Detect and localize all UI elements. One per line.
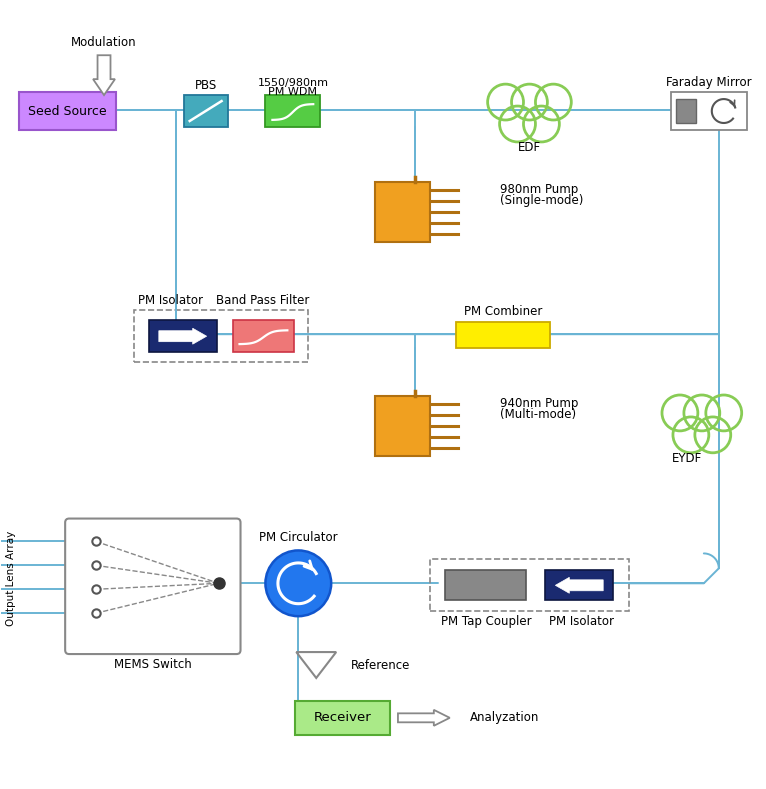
Bar [296,701,390,735]
Bar [19,92,116,130]
Text: EDF: EDF [518,141,541,155]
FancyArrow shape [555,578,603,593]
Text: PBS: PBS [195,79,217,92]
Text: PM Isolator: PM Isolator [139,294,203,307]
Bar [375,396,430,456]
Bar [134,310,308,362]
Text: Output Lens Array: Output Lens Array [6,531,16,626]
Text: Analyzation: Analyzation [470,712,539,724]
Text: Faraday Mirror: Faraday Mirror [666,76,751,88]
FancyArrow shape [159,328,207,344]
Text: 980nm Pump: 980nm Pump [499,183,578,196]
Text: Band Pass Filter: Band Pass Filter [216,294,309,307]
Text: 1550/980nm: 1550/980nm [257,78,329,88]
Text: (Multi-mode): (Multi-mode) [499,409,576,421]
Text: PM WDM: PM WDM [268,87,317,97]
FancyBboxPatch shape [65,518,241,654]
Bar [375,181,430,241]
Bar [445,570,526,600]
Text: 940nm Pump: 940nm Pump [499,398,578,410]
Text: Receiver: Receiver [314,712,372,724]
Text: MEMS Switch: MEMS Switch [114,657,192,671]
Circle shape [266,551,331,616]
Bar [233,320,294,352]
Text: PM Isolator: PM Isolator [548,615,614,628]
FancyArrow shape [93,55,115,95]
Bar [266,95,320,127]
Bar [184,95,228,127]
Text: EYDF: EYDF [672,452,702,466]
FancyArrow shape [398,710,450,726]
Text: PM Circulator: PM Circulator [259,531,338,544]
Bar [456,322,551,348]
Bar [671,92,747,130]
Bar [676,99,696,123]
Text: PM Combiner: PM Combiner [464,305,542,318]
Text: PM Tap Coupler: PM Tap Coupler [441,615,532,628]
Bar [430,559,629,611]
Text: Seed Source: Seed Source [28,104,107,118]
Bar [149,320,217,352]
Text: (Single-mode): (Single-mode) [499,194,583,208]
Bar [545,570,613,600]
Text: Modulation: Modulation [71,36,137,49]
Text: Reference: Reference [351,659,411,671]
